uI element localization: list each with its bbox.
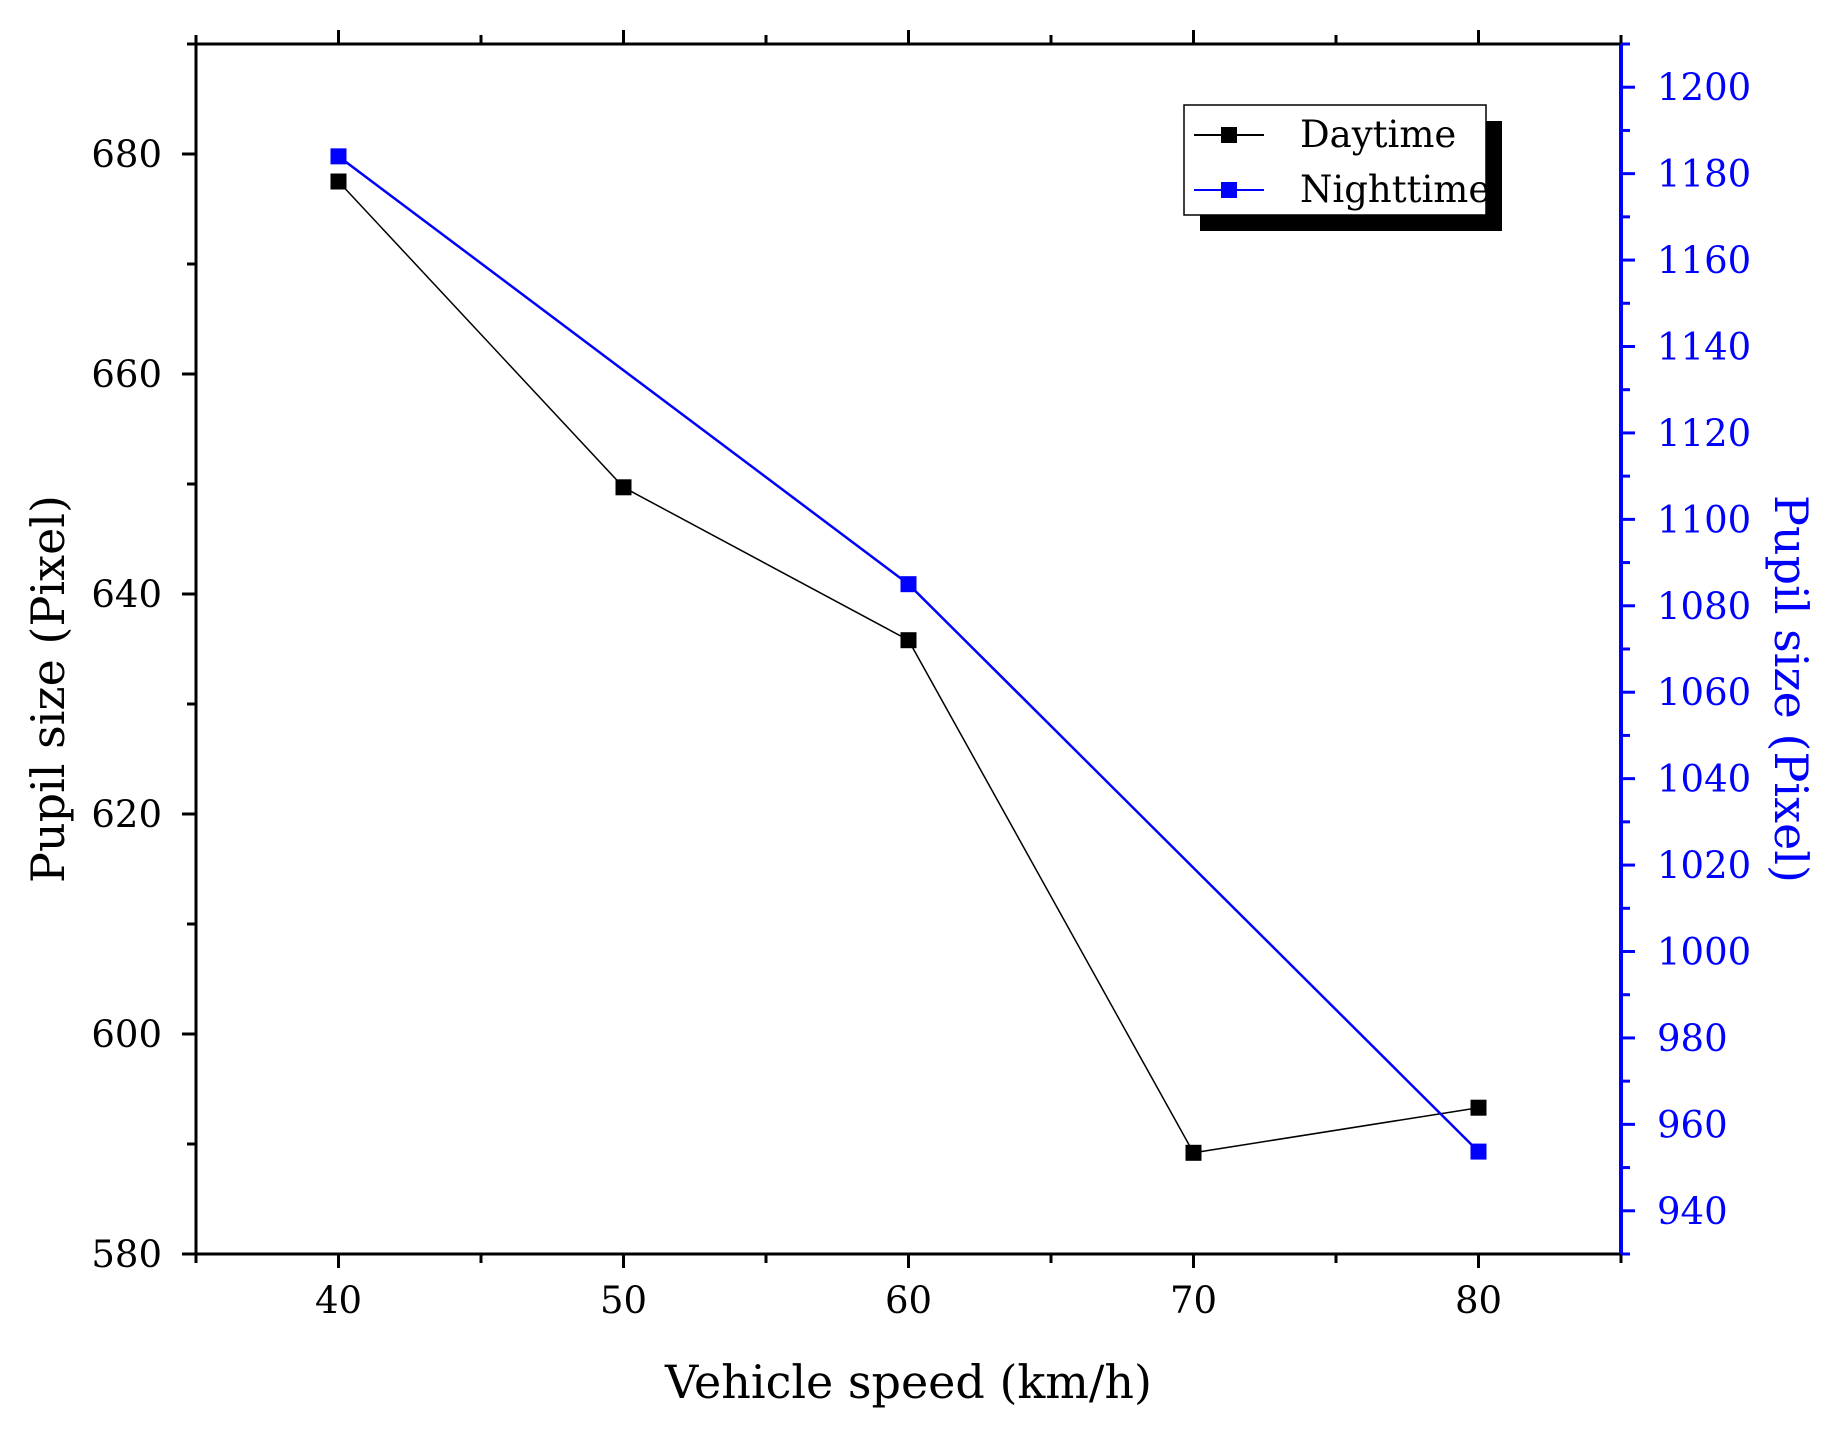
y2-tick-label: 940 <box>1657 1190 1728 1233</box>
y2-tick-label: 1080 <box>1657 585 1751 628</box>
y2-tick-label: 1060 <box>1657 671 1751 714</box>
y-tick-label: 640 <box>91 573 162 616</box>
x-tick-label: 80 <box>1455 1279 1502 1322</box>
x-tick-label: 50 <box>600 1279 647 1322</box>
y2-tick-label: 1040 <box>1657 758 1751 801</box>
legend-label-nighttime: Nighttime <box>1300 168 1490 211</box>
y2-tick-label: 1120 <box>1657 412 1751 455</box>
y2-tick-label: 960 <box>1657 1103 1728 1146</box>
y2-tick-label: 1140 <box>1657 326 1751 369</box>
y2-tick-label: 1000 <box>1657 931 1751 974</box>
data-point-daytime <box>1470 1099 1487 1116</box>
data-point-nighttime <box>1470 1143 1487 1160</box>
y2-tick-label: 1160 <box>1657 239 1751 282</box>
y2-tick-label: 1020 <box>1657 844 1751 887</box>
y2-tick-label: 1180 <box>1657 153 1751 196</box>
y-tick-label: 580 <box>91 1233 162 1276</box>
legend-label-daytime: Daytime <box>1300 113 1456 156</box>
y2-tick-label: 1200 <box>1657 66 1751 109</box>
data-point-daytime <box>330 173 347 190</box>
x-tick-label: 60 <box>885 1279 932 1322</box>
y-tick-label: 660 <box>91 353 162 396</box>
legend-marker-nighttime <box>1221 182 1237 198</box>
legend-marker-daytime <box>1221 127 1237 143</box>
x-tick-label: 70 <box>1170 1279 1217 1322</box>
y2-axis-title: Pupil size (Pixel) <box>1764 495 1818 883</box>
data-point-daytime <box>1185 1144 1202 1161</box>
y-axis-title: Pupil size (Pixel) <box>21 495 75 883</box>
data-point-nighttime <box>900 576 917 593</box>
data-point-nighttime <box>330 148 347 165</box>
x-tick-label: 40 <box>315 1279 362 1322</box>
y-tick-label: 680 <box>91 133 162 176</box>
data-point-daytime <box>615 479 632 496</box>
data-point-daytime <box>900 632 917 649</box>
y-tick-label: 600 <box>91 1013 162 1056</box>
x-axis-title: Vehicle speed (km/h) <box>664 1355 1152 1409</box>
y-tick-label: 620 <box>91 793 162 836</box>
y2-tick-label: 980 <box>1657 1017 1728 1060</box>
y2-tick-label: 1100 <box>1657 498 1751 541</box>
